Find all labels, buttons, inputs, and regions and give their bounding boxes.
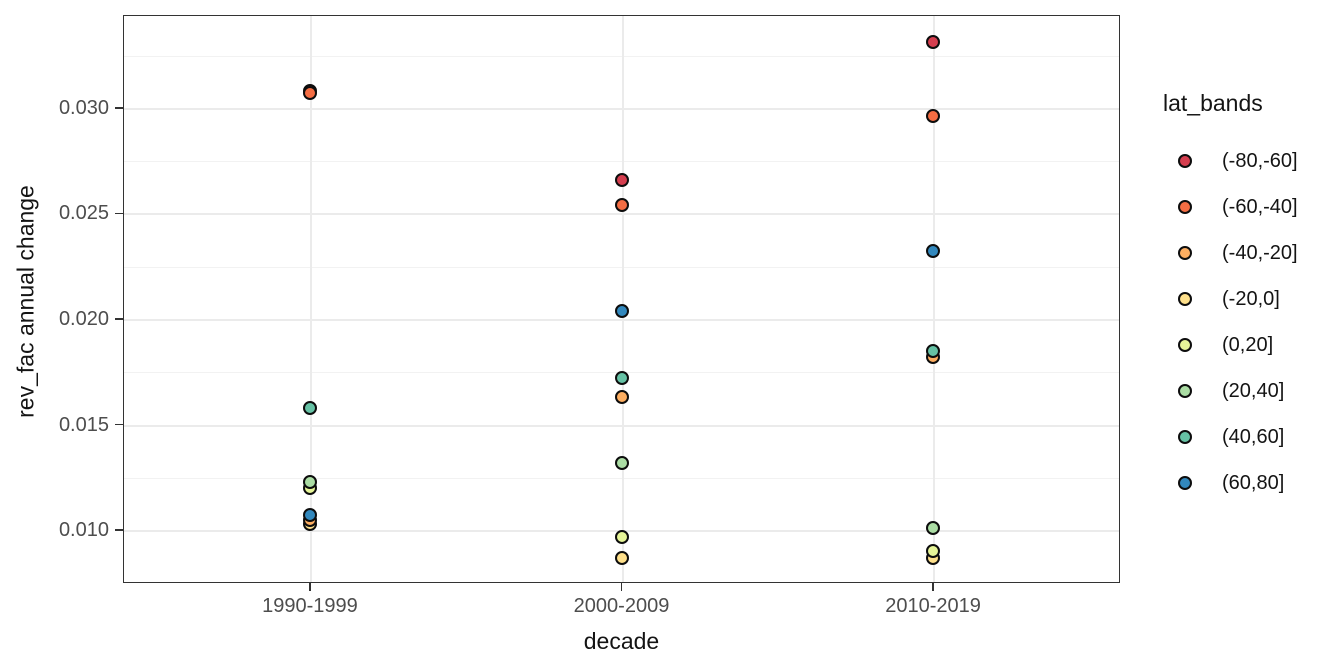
legend-key-icon bbox=[1178, 384, 1192, 398]
data-point bbox=[302, 400, 317, 415]
data-point bbox=[614, 550, 629, 565]
v-gridline bbox=[621, 16, 624, 582]
legend-key-icon bbox=[1178, 338, 1192, 352]
y-tick-mark bbox=[115, 107, 123, 109]
y-tick-mark bbox=[115, 529, 123, 531]
y-tick-mark bbox=[115, 423, 123, 426]
x-tick-label: 2010-2019 bbox=[885, 595, 981, 617]
x-axis-title: decade bbox=[583, 628, 660, 654]
legend-key-icon bbox=[1178, 246, 1192, 260]
legend-item: (60,80] bbox=[1160, 460, 1344, 506]
y-tick-label: 0.010 bbox=[58, 519, 109, 542]
data-point bbox=[614, 455, 629, 470]
legend-label: (-80,-60] bbox=[1222, 149, 1298, 172]
legend-label: (-20,0] bbox=[1222, 287, 1280, 310]
legend-item: (-60,-40] bbox=[1160, 184, 1344, 230]
legend-item: (-40,-20] bbox=[1160, 230, 1344, 276]
data-point bbox=[614, 390, 629, 405]
legend-item: (0,20] bbox=[1160, 322, 1344, 368]
legend-label: (0,20] bbox=[1222, 333, 1274, 356]
data-point bbox=[302, 474, 317, 489]
x-tick-mark bbox=[309, 583, 311, 591]
legend-items: (-80,-60] (-60,-40] (-40,-20] (-20,0] (0,20]… bbox=[1160, 138, 1344, 506]
v-gridline bbox=[933, 16, 936, 582]
data-point bbox=[302, 508, 317, 523]
legend-label: (60,80] bbox=[1222, 471, 1285, 494]
data-point bbox=[926, 521, 941, 536]
y-tick-label: 0.030 bbox=[58, 96, 109, 119]
legend-key-icon bbox=[1178, 476, 1192, 490]
legend-key-icon bbox=[1178, 154, 1192, 168]
data-point bbox=[926, 244, 941, 259]
data-point bbox=[614, 303, 629, 318]
y-axis-title: rev_fac annual change bbox=[12, 185, 39, 418]
data-point bbox=[614, 529, 629, 544]
data-point bbox=[926, 544, 941, 559]
legend-item: (-20,0] bbox=[1160, 276, 1344, 322]
data-point bbox=[614, 371, 629, 386]
y-tick-mark bbox=[115, 212, 123, 215]
legend-title: lat_bands bbox=[1163, 90, 1263, 116]
legend-item: (40,60] bbox=[1160, 414, 1344, 460]
y-tick-label: 0.015 bbox=[58, 413, 109, 436]
legend-label: (20,40] bbox=[1222, 379, 1285, 402]
legend-item: (20,40] bbox=[1160, 368, 1344, 414]
data-point bbox=[302, 86, 317, 101]
data-point bbox=[926, 35, 941, 50]
y-tick-label: 0.020 bbox=[58, 308, 109, 331]
legend-item: (-80,-60] bbox=[1160, 138, 1344, 184]
x-tick-mark bbox=[932, 583, 934, 591]
y-tick-mark bbox=[115, 318, 123, 320]
legend-label: (40,60] bbox=[1222, 425, 1285, 448]
legend: lat_bands (-80,-60] (-60,-40] (-40,-20] (-2… bbox=[1160, 90, 1344, 506]
data-point bbox=[926, 343, 941, 358]
x-tick-label: 1990-1999 bbox=[262, 595, 358, 617]
y-tick-label: 0.025 bbox=[58, 202, 109, 225]
data-point bbox=[614, 198, 629, 213]
legend-label: (-60,-40] bbox=[1222, 195, 1298, 218]
v-gridline bbox=[309, 16, 312, 582]
x-tick-label: 2000-2009 bbox=[573, 595, 670, 617]
legend-key-icon bbox=[1178, 430, 1192, 444]
x-tick-mark bbox=[620, 583, 623, 591]
legend-key-icon bbox=[1178, 200, 1192, 214]
data-point bbox=[614, 172, 629, 187]
plot-panel bbox=[123, 15, 1120, 583]
legend-key-icon bbox=[1178, 292, 1192, 306]
legend-label: (-40,-20] bbox=[1222, 241, 1298, 264]
data-point bbox=[926, 109, 941, 124]
